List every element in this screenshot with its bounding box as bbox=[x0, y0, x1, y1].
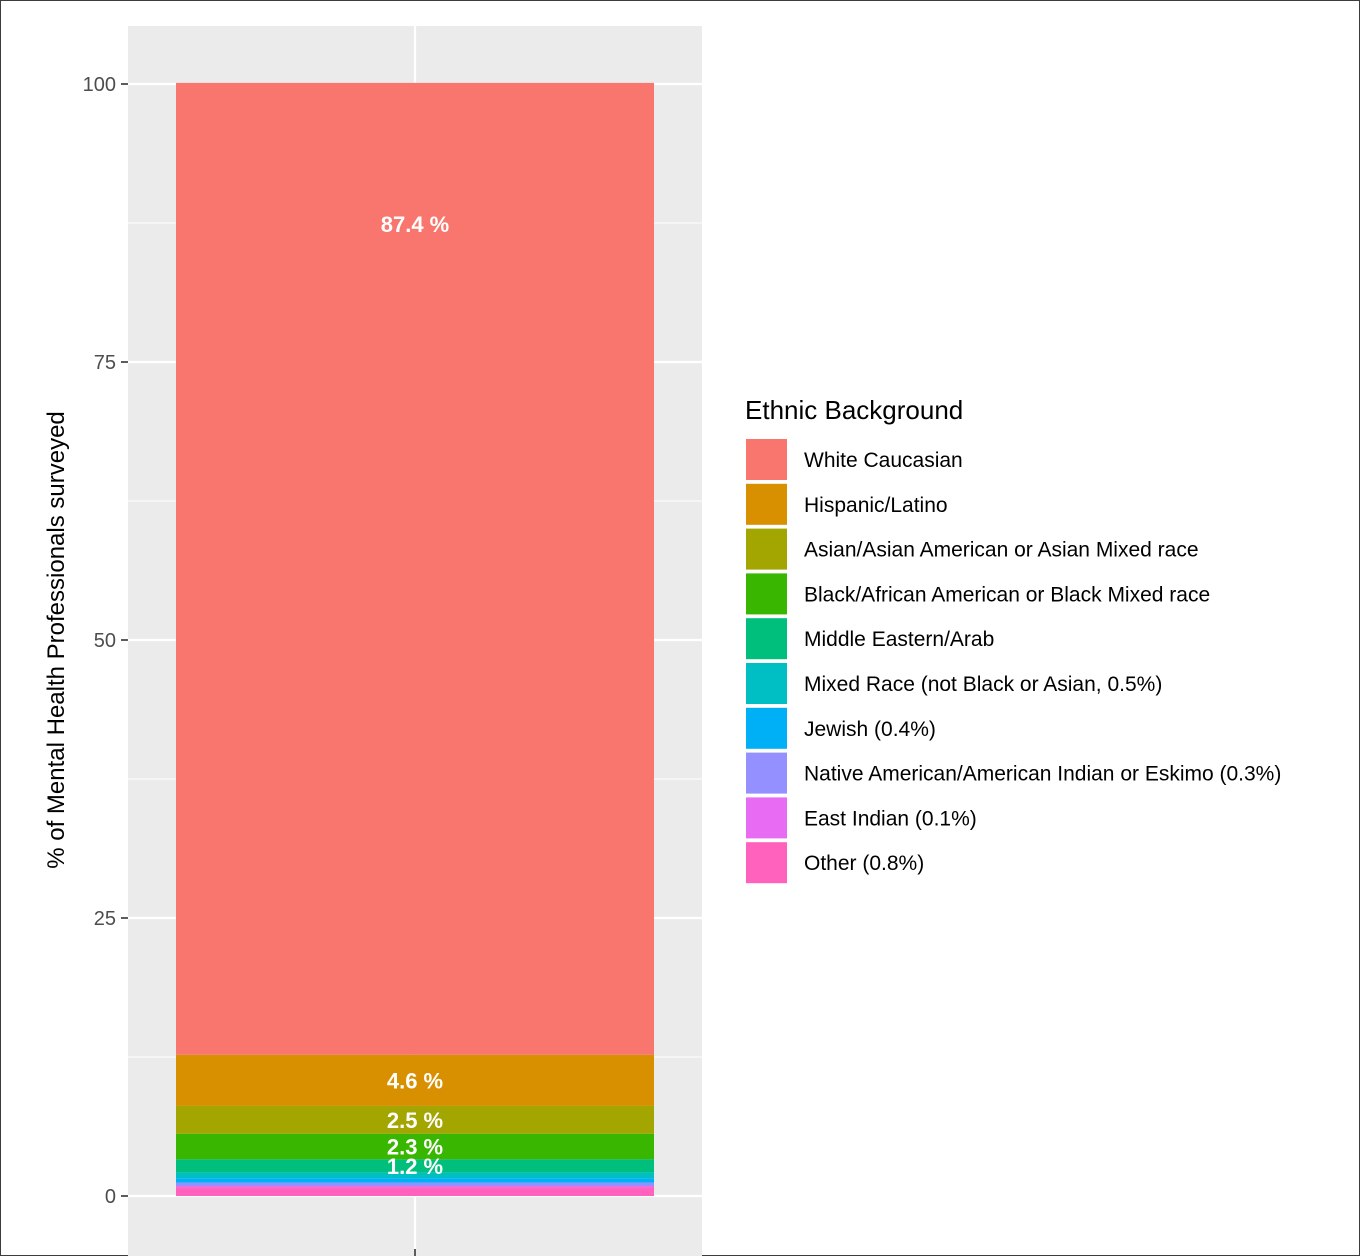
bar-segment-middle-eastern-arab bbox=[176, 1159, 654, 1173]
legend-key bbox=[746, 842, 787, 884]
legend-label: Black/African American or Black Mixed ra… bbox=[804, 583, 1210, 606]
legend-label: East Indian (0.1%) bbox=[804, 807, 977, 830]
legend-key bbox=[746, 483, 787, 525]
data-label: 2.3 % bbox=[387, 1135, 443, 1160]
legend-label: Middle Eastern/Arab bbox=[804, 628, 994, 651]
legend-key bbox=[746, 439, 787, 480]
legend-key bbox=[746, 618, 787, 660]
legend-label: Asian/Asian American or Asian Mixed race bbox=[804, 539, 1199, 562]
legend-key bbox=[746, 797, 787, 839]
bar-segment-asian-asian-american-or-asian-mixed-race bbox=[176, 1105, 654, 1134]
data-labels: 87.4 % 4.6 % 2.5 %2.3 %1.2 % bbox=[381, 212, 450, 1179]
bar-segment-hispanic-latino bbox=[176, 1054, 654, 1106]
y-tick-label: 50 bbox=[94, 630, 116, 652]
bar-segment-native-american-american-indian-or-eskimo-0-3 bbox=[176, 1182, 654, 1186]
legend-label: Jewish (0.4%) bbox=[804, 718, 936, 741]
bar-segment-black-african-american-or-black-mixed-race bbox=[176, 1133, 654, 1160]
legend-key bbox=[746, 752, 787, 794]
legend-key bbox=[746, 573, 787, 615]
legend: Ethnic Background White Caucasian Hispani… bbox=[745, 395, 1281, 884]
legend-label: Hispanic/Latino bbox=[804, 494, 948, 517]
data-label: 87.4 % bbox=[381, 212, 450, 237]
data-label: 4.6 % bbox=[387, 1068, 443, 1093]
bar-segment-white-caucasian bbox=[176, 82, 654, 1055]
legend-label: Native American/American Indian or Eskim… bbox=[804, 763, 1281, 786]
legend-key bbox=[746, 707, 787, 749]
bar-segment-other-0-8 bbox=[176, 1187, 654, 1196]
y-tick-label: 100 bbox=[83, 74, 116, 96]
bar-segment-jewish-0-4 bbox=[176, 1178, 654, 1183]
legend-label: White Caucasian bbox=[804, 449, 963, 472]
data-label: 1.2 % bbox=[387, 1154, 443, 1179]
data-label: 2.5 % bbox=[387, 1108, 443, 1133]
y-tick-label: 75 bbox=[94, 352, 116, 374]
bar-segment-mixed-race-not-black-or-asian-0-5 bbox=[176, 1172, 654, 1179]
y-axis: 0 25 50 75 100 bbox=[83, 74, 416, 1256]
bar-segment-east-indian-0-1 bbox=[176, 1185, 654, 1188]
legend-label: Mixed Race (not Black or Asian, 0.5%) bbox=[804, 673, 1162, 696]
legend-title: Ethnic Background bbox=[745, 395, 963, 425]
legend-label: Other (0.8%) bbox=[804, 852, 924, 875]
bar-stack bbox=[176, 82, 654, 1196]
y-axis-title: % of Mental Health Professionals surveye… bbox=[43, 411, 70, 869]
legend-key bbox=[746, 663, 787, 704]
y-tick-label: 25 bbox=[94, 908, 116, 930]
y-tick-label: 0 bbox=[105, 1186, 116, 1208]
legend-key bbox=[746, 528, 787, 570]
